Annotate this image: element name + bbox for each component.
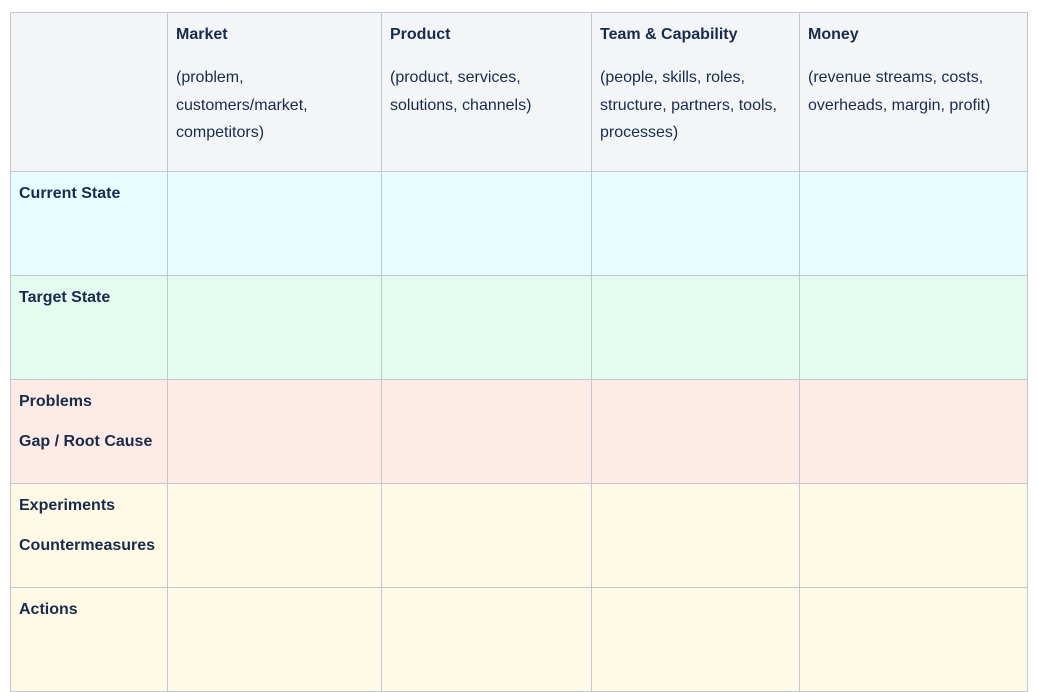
table-cell[interactable] xyxy=(799,171,1028,276)
row-header-problems[interactable]: Problems Gap / Root Cause xyxy=(10,379,168,484)
table-cell[interactable] xyxy=(799,587,1028,692)
table-cell[interactable] xyxy=(381,171,592,276)
strategy-canvas-table: Market (problem, customers/market, compe… xyxy=(10,12,1028,692)
row-header-experiments[interactable]: Experiments Countermeasures xyxy=(10,483,168,588)
row-label: Experiments xyxy=(19,497,116,514)
table-row-actions: Actions xyxy=(10,587,1028,692)
table-row-current-state: Current State xyxy=(10,171,1028,276)
row-sublabel: Gap / Root Cause xyxy=(19,433,153,450)
column-description: (revenue streams, costs, overheads, marg… xyxy=(808,69,991,114)
table-cell[interactable] xyxy=(167,483,382,588)
row-label: Problems xyxy=(19,393,92,410)
column-header-team-capability[interactable]: Team & Capability (people, skills, roles… xyxy=(591,12,800,172)
table-row-problems: Problems Gap / Root Cause xyxy=(10,379,1028,484)
table-cell[interactable] xyxy=(381,275,592,380)
column-description: (people, skills, roles, structure, partn… xyxy=(600,69,777,141)
table-cell[interactable] xyxy=(591,275,800,380)
table-cell[interactable] xyxy=(167,587,382,692)
table-cell[interactable] xyxy=(167,171,382,276)
header-row: Market (problem, customers/market, compe… xyxy=(10,12,1028,172)
table-cell[interactable] xyxy=(591,483,800,588)
table-cell[interactable] xyxy=(799,379,1028,484)
row-label: Current State xyxy=(19,185,121,202)
table-cell[interactable] xyxy=(591,587,800,692)
row-label: Actions xyxy=(19,601,78,618)
table-cell[interactable] xyxy=(799,275,1028,380)
column-header-product[interactable]: Product (product, services, solutions, c… xyxy=(381,12,592,172)
column-header-money[interactable]: Money (revenue streams, costs, overheads… xyxy=(799,12,1028,172)
row-header-target-state[interactable]: Target State xyxy=(10,275,168,380)
row-sublabel: Countermeasures xyxy=(19,537,156,554)
table-cell[interactable] xyxy=(381,483,592,588)
table-cell[interactable] xyxy=(799,483,1028,588)
table-cell[interactable] xyxy=(591,379,800,484)
row-header-current-state[interactable]: Current State xyxy=(10,171,168,276)
table-cell[interactable] xyxy=(167,275,382,380)
table-row-experiments: Experiments Countermeasures xyxy=(10,483,1028,588)
corner-cell xyxy=(10,12,168,172)
table-row-target-state: Target State xyxy=(10,275,1028,380)
column-description: (problem, customers/market, competitors) xyxy=(176,69,308,141)
column-title: Team & Capability xyxy=(600,26,738,43)
row-label: Target State xyxy=(19,289,111,306)
table-cell[interactable] xyxy=(381,587,592,692)
column-description: (product, services, solutions, channels) xyxy=(390,69,532,114)
table-cell[interactable] xyxy=(381,379,592,484)
column-title: Market xyxy=(176,26,228,43)
table-cell[interactable] xyxy=(591,171,800,276)
column-title: Money xyxy=(808,26,859,43)
table-cell[interactable] xyxy=(167,379,382,484)
column-title: Product xyxy=(390,26,451,43)
row-header-actions[interactable]: Actions xyxy=(10,587,168,692)
column-header-market[interactable]: Market (problem, customers/market, compe… xyxy=(167,12,382,172)
